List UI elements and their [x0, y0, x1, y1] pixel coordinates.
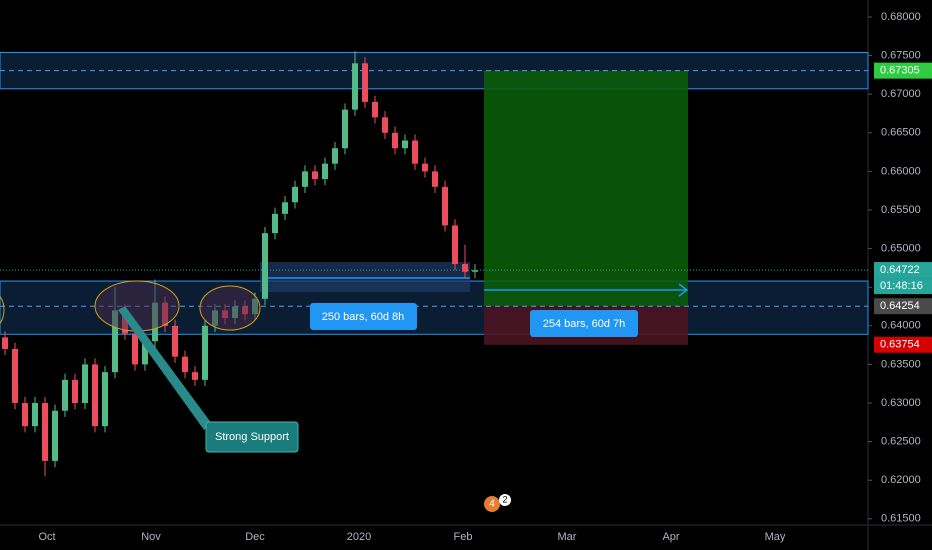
candle-body — [302, 171, 308, 187]
candle-body — [72, 379, 78, 404]
candle-body — [312, 171, 318, 180]
candle-body — [352, 63, 358, 110]
candle-body — [442, 186, 448, 226]
highlight-ellipse — [0, 295, 5, 325]
candle-body — [192, 372, 198, 380]
x-tick-label: May — [765, 531, 786, 543]
y-tick-label: 0.67000 — [881, 88, 921, 100]
y-tick-label: 0.66500 — [881, 127, 921, 139]
price-tag-text: 0.64722 — [880, 264, 920, 276]
candle-body — [392, 132, 398, 149]
countdown-text: 01:48:16 — [880, 280, 923, 292]
price-tag — [874, 298, 932, 315]
candle-body — [52, 410, 58, 461]
price-tag — [874, 336, 932, 353]
measure-box — [310, 303, 417, 330]
y-tick-label: 0.64000 — [881, 320, 921, 332]
y-tick-label: 0.65000 — [881, 243, 921, 255]
candle-body — [342, 109, 348, 149]
measure-box — [530, 310, 638, 337]
price-tag-text: 0.64254 — [880, 300, 920, 312]
callout-pointer — [118, 306, 212, 430]
axes: 0.68000 0.67500 0.67000 0.66500 0.66000 0.655… — [38, 11, 932, 543]
y-tick-label: 0.61500 — [881, 513, 921, 525]
y-tick-label: 0.62000 — [881, 474, 921, 486]
candle-body — [132, 333, 138, 365]
candle-body — [112, 310, 118, 373]
date-range — [260, 262, 470, 292]
price-tag-text: 0.67305 — [880, 65, 920, 77]
x-tick-label: Dec — [245, 531, 265, 543]
candle-body — [272, 213, 278, 234]
candle-body — [182, 356, 188, 373]
candle-body — [282, 202, 288, 214]
candle-body — [42, 403, 48, 461]
y-tick-label: 0.67500 — [881, 49, 921, 61]
measure-text: 250 bars, 60d 8h — [322, 311, 405, 323]
x-tick-label: 2020 — [347, 531, 371, 543]
candle-body — [452, 225, 458, 265]
candle-body — [322, 163, 328, 180]
candle-body — [292, 186, 298, 203]
candle-body — [2, 337, 8, 349]
candle-body — [172, 325, 178, 357]
candle-body — [32, 403, 38, 427]
candle-body — [372, 101, 378, 118]
position-tool — [484, 70, 688, 345]
x-tick-label: Mar — [558, 531, 577, 543]
price-tag — [874, 262, 932, 279]
callout-box — [205, 421, 299, 453]
candle-body — [82, 364, 88, 404]
candle-body — [92, 364, 98, 427]
candle-body — [142, 341, 148, 365]
event-badge-text: 4 — [489, 499, 495, 510]
y-tick-label: 0.68000 — [881, 11, 921, 23]
candle-body — [12, 348, 18, 404]
candle-body — [422, 163, 428, 172]
y-tick-label: 0.62500 — [881, 436, 921, 448]
candle-body — [202, 325, 208, 380]
price-tag-text: 0.63754 — [880, 339, 920, 351]
candle-body — [22, 403, 28, 427]
candle-body — [332, 148, 338, 164]
measure-text: 254 bars, 60d 7h — [543, 318, 626, 330]
highlight-ellipse — [199, 285, 261, 331]
y-tick-label: 0.66000 — [881, 165, 921, 177]
x-tick-label: Apr — [662, 531, 679, 543]
x-tick-label: Nov — [141, 531, 161, 543]
candle-body — [262, 233, 268, 299]
event-badge — [484, 496, 500, 512]
candle-body — [102, 372, 108, 427]
price-tag — [874, 62, 932, 79]
y-tick-label: 0.65500 — [881, 204, 921, 216]
y-tick-label: 0.63500 — [881, 358, 921, 370]
candle-body — [382, 117, 388, 133]
y-tick-label: 0.63000 — [881, 397, 921, 409]
callout-text: Strong Support — [215, 431, 289, 443]
candle-body — [62, 379, 68, 411]
candle-body — [432, 171, 438, 187]
countdown-tag — [874, 278, 932, 295]
candle-body — [462, 264, 468, 272]
x-tick-label: Feb — [454, 531, 473, 543]
candle-body — [362, 63, 368, 102]
candle-body — [412, 140, 418, 164]
event-badge-text: 2 — [502, 494, 507, 504]
candle-body — [472, 270, 478, 272]
arrow-head — [678, 283, 689, 297]
x-tick-label: Oct — [38, 531, 55, 543]
candle-body — [402, 140, 408, 149]
profit-zone — [484, 70, 688, 307]
event-badge — [499, 494, 511, 506]
